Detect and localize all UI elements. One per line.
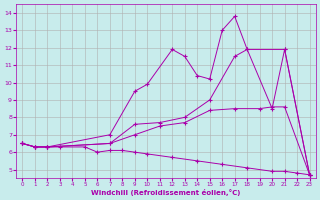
X-axis label: Windchill (Refroidissement éolien,°C): Windchill (Refroidissement éolien,°C): [91, 189, 241, 196]
